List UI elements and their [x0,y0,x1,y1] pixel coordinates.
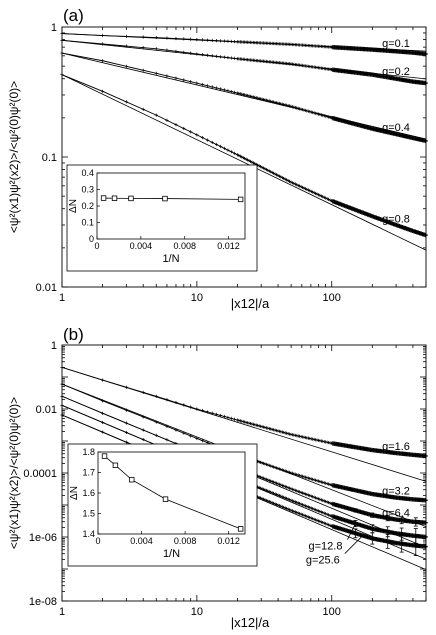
inset-y-tick-label: 0.3 [81,185,94,195]
inset-y-tick-label: 0 [89,234,94,244]
inset-y-tick-label: 0.2 [81,201,94,211]
series-label: g=12.8 [309,541,343,553]
x-tick-label: 10 [191,292,203,304]
y-axis-label: <ψ²(x1)ψ²(x2)>/<ψ²(0)ψ²(0)> [7,397,21,549]
inset-x-axis-label: 1/N [162,253,179,265]
data-curve [61,366,427,457]
y-tick-label: 0.0001 [23,468,57,480]
y-tick-label: 1 [51,340,57,352]
series-label: g=25.6 [306,555,340,567]
inset-y-tick-label: 1.6 [82,488,95,498]
inset-background [66,164,258,272]
series-label: g=6.4 [382,508,410,520]
x-axis-label: |x12|/a [231,296,270,311]
inset-y-tick-label: 1.8 [82,447,95,457]
inset-y-tick-label: 1.4 [82,529,95,539]
series-g-0.2: g=0.2 [60,38,428,86]
inset-data-point [128,195,134,202]
inset-data-point [237,196,244,203]
inset-x-tick-label: 0.004 [130,241,153,251]
inset-x-tick-label: 0.012 [217,241,240,251]
inset-data-point [129,476,135,483]
inset-x-tick-label: 0.004 [130,536,153,546]
fit-line [61,74,427,251]
inset-y-tick-label: 1.7 [82,468,95,478]
y-axis-label: <ψ²(x1)ψ²(x2)>/<ψ²(0)ψ²(0)> [7,81,21,233]
panel-b: 1 10 100 1e-08 1e-06 0.0001 0.01 1 |x12|/a <ψ²(x1… [7,325,428,630]
inset-x-tick-label: 0.012 [217,536,240,546]
y-tick-label: 1e-06 [29,532,57,544]
y-tick-label: 0.1 [42,152,57,164]
series-g-0.1: g=0.1 [60,31,428,57]
inset-y-tick-label: 1.5 [82,509,95,519]
fit-line [61,52,427,140]
y-tick-label: 0.01 [36,282,57,294]
series-g-0.4: g=0.4 [60,51,428,143]
inset-data-point [237,526,244,532]
inset-data-point [100,195,107,201]
inset: 0 0.004 0.008 0.012 0 0.1 0.2 0.3 0.4 1/N ΔN [66,164,258,272]
inset-x-axis-label: 1/N [163,548,180,560]
x-tick-label: 1 [59,606,65,618]
series-g-1.6: g=1.6 [60,365,428,482]
inset: 0 0.004 0.008 0.012 1.4 1.5 1.6 1.7 1.8 1/N ΔN [67,443,258,567]
inset-y-axis-label: ΔN [69,486,80,500]
series-g-3.2: g=3.2 [60,382,428,527]
y-tick-label: 1e-08 [29,596,57,608]
series-label: g=0.1 [382,38,410,50]
series-label: g=0.4 [382,122,410,134]
x-tick-label: 10 [191,606,203,618]
inset-data-point [111,195,118,201]
panel-label: (b) [63,325,84,344]
inset-data-point [112,462,119,469]
panel-label: (a) [63,6,84,25]
y-tick-label: 0.01 [36,404,57,416]
x-tick-label: 100 [323,292,341,304]
inset-data-point [162,496,169,502]
inset-background [67,443,258,567]
x-axis-label: |x12|/a [231,615,270,630]
inset-data-point [101,453,108,459]
series-label: g=3.2 [382,485,410,497]
x-tick-label: 1 [59,292,65,304]
series-label: g=0.8 [382,214,410,226]
series-g-0.8: g=0.8 [60,73,428,251]
series-label: g=0.2 [382,66,410,78]
y-tick-label: 1 [51,22,57,34]
inset-x-tick-label: 0.008 [174,536,197,546]
series-label-leader [344,535,364,554]
x-tick-label: 100 [323,606,341,618]
series-g-12.8: g=12.8 [60,403,428,560]
inset-x-tick-label: 0 [95,536,100,546]
inset-y-tick-label: 0.4 [81,168,94,178]
inset-y-tick-label: 0.1 [81,218,94,228]
inset-x-tick-label: 0.008 [173,241,196,251]
inset-data-point [162,195,168,202]
inset-x-tick-label: 0 [94,241,99,251]
series-label: g=1.6 [382,441,410,453]
inset-y-axis-label: ΔN [68,199,79,213]
panel-a: 1 10 100 0.01 0.1 1 |x12|/a <ψ²(x1)ψ²(x2)>/<ψ²(… [7,6,428,311]
